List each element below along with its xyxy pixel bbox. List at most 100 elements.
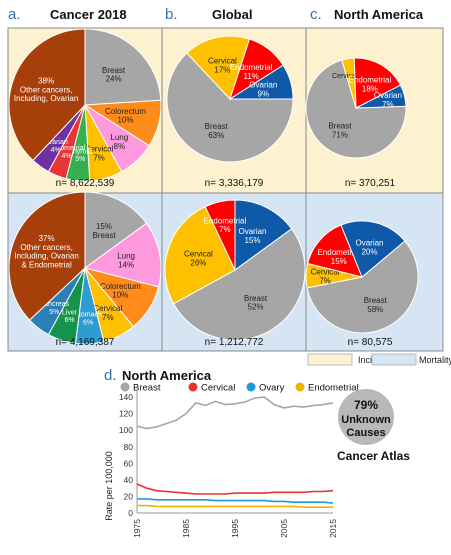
unknown-causes-pct: 79% <box>354 398 378 412</box>
y-tick-label: 100 <box>119 425 133 435</box>
slice-label-ovarian: Ovarian 9% <box>249 81 277 99</box>
y-tick-label: 60 <box>124 458 134 468</box>
slice-label-colorectum: Colorectum 10% <box>105 107 146 125</box>
x-tick-label: 2015 <box>328 519 338 538</box>
x-tick-label: 2005 <box>279 519 289 538</box>
slice-label-endometrial: Endometrial 11% <box>230 63 273 81</box>
slice-label-liver: Liver 6% <box>62 309 78 324</box>
slice-label-endometrial: Endometrial 7% <box>204 216 247 234</box>
slice-label-other: 38% Other cancers, Including, Ovarian <box>14 77 78 104</box>
series-line-endometrial <box>137 504 333 509</box>
panel-c-title: North America <box>334 7 424 22</box>
y-tick-label: 0 <box>128 508 133 518</box>
line-chart: 0 20 40 60 80 100 120 140 1975 1985 1995 2005 2015 <box>119 391 338 538</box>
n-label: n= 370,251 <box>345 178 396 189</box>
legend-mortality-swatch <box>371 353 417 366</box>
legend-marker-ovary <box>246 382 256 392</box>
grid-frame <box>7 27 444 352</box>
slice-label-cervical: Cervical 7% <box>85 145 114 163</box>
unknown-causes-line2: Causes <box>346 427 385 439</box>
legend-mortality-label: Mortality <box>419 355 451 365</box>
y-axis-label: Rate per 100,000 <box>104 451 114 521</box>
series-line-ovary <box>137 498 334 504</box>
unknown-causes-line1: Unknown <box>341 414 391 426</box>
slice-label-other: 37% Other cancers, Including, Ovarian & End… <box>14 234 78 269</box>
slice-label-breast: Breast 58% <box>364 296 388 314</box>
n-label: n= 80,575 <box>348 337 393 348</box>
slice-label-cervical: Cervical 7% <box>93 304 122 322</box>
slice-label-endometrial: Endometrial 18% <box>349 76 392 94</box>
series-line-cervical <box>136 483 334 495</box>
n-label: n= 4,169,387 <box>56 337 115 348</box>
slice-label-breast: Breast 63% <box>205 122 229 140</box>
legend-marker-endometrial <box>295 382 305 392</box>
panel-b-title: Global <box>212 7 252 22</box>
slice-other <box>8 191 86 321</box>
unknown-causes-circle <box>338 389 394 445</box>
slice-other <box>8 28 86 162</box>
slice-breast <box>166 52 294 163</box>
slice-label-cervical: Cervical 17% <box>208 57 237 75</box>
line-legend: Breast Cervical Ovary Endometrial <box>120 382 359 394</box>
slice-label-pancreas: Pancreas 5% <box>40 301 70 316</box>
pie-c-incidence: Breast 71% Cervical 4%Endometrial 18%Ovaria… <box>305 57 407 189</box>
slice-label-breast: Breast 24% <box>102 66 126 84</box>
slice-label-cervical: Cervical 7% <box>311 268 340 286</box>
slice-breast <box>305 59 407 159</box>
panel-b-letter: b. <box>165 6 178 23</box>
slice-ovarian <box>340 220 406 278</box>
n-label: n= 1,212,772 <box>205 337 264 348</box>
series-line-breast <box>136 396 334 430</box>
slice-label-ovarian: Ovarian 15% <box>238 227 266 245</box>
slice-endometrial <box>353 57 402 109</box>
slice-label-ovarian: Ovarian 20% <box>355 239 383 257</box>
y-tick-label: 120 <box>119 409 133 419</box>
n-label: n= 3,336,179 <box>205 178 264 189</box>
panel-d-title: North America <box>122 368 212 383</box>
panel-c-letter: c. <box>310 6 322 23</box>
pie-c-mortality: Breast 58% Cervical 7% Endometrial 15%Ovarian… <box>305 220 419 348</box>
slice-label-lung: Lung 8% <box>110 133 128 151</box>
slice-breast <box>84 191 148 269</box>
panel-a-title: Cancer 2018 <box>50 7 127 22</box>
y-tick-label: 20 <box>124 491 134 501</box>
slice-label-endometrial: Endometrial 4% <box>48 145 86 160</box>
source-label: Cancer Atlas <box>337 449 410 463</box>
pie-a-incidence: Breast 24% Colorectum 10% Lung 8%Cervical 7%Th… <box>8 28 162 189</box>
x-tick-label: 1985 <box>181 519 191 538</box>
legend-label-endometrial: Endometrial <box>308 383 359 394</box>
slice-label-cervical: Cervical 26% <box>184 250 213 268</box>
slice-label-ovarian: Ovarian 7% <box>374 91 402 109</box>
legend-marker-breast <box>120 382 130 392</box>
slice-breast <box>306 240 419 334</box>
slice-breast <box>84 28 162 106</box>
pie-b-mortality: Ovarian 15% Breast 52% Cervical 26% Endometria… <box>164 199 306 348</box>
slice-label-breast: 15% Breast <box>92 222 116 240</box>
x-tick-label: 1975 <box>132 519 142 538</box>
y-tick-label: 40 <box>124 475 134 485</box>
slice-endometrial <box>307 224 363 278</box>
slice-ovarian <box>355 84 407 109</box>
slice-label-stomach: Stomach 6% <box>74 312 102 327</box>
slice-ovarian <box>228 64 294 100</box>
slice-label-lung: Lung 14% <box>117 252 135 270</box>
slice-endometrial <box>204 199 236 271</box>
legend-label-ovary: Ovary <box>259 383 285 394</box>
legend-label-cervical: Cervical <box>201 383 235 394</box>
n-label: n= 8,622,539 <box>56 178 115 189</box>
legend-label-breast: Breast <box>133 383 161 394</box>
panel-a-letter: a. <box>8 6 21 23</box>
slice-label-cervical: Cervical 4% <box>332 73 369 80</box>
slice-lung <box>83 222 162 288</box>
x-tick-label: 1995 <box>230 519 240 538</box>
legend-marker-cervical <box>188 382 198 392</box>
slice-label-breast: Breast 52% <box>244 294 268 312</box>
slice-label-thyroid: Thyroid 5% <box>69 149 92 164</box>
legend-incidence-swatch <box>307 353 353 366</box>
y-tick-label: 80 <box>124 442 134 452</box>
slice-label-breast: Breast 71% <box>328 122 352 140</box>
slice-label-endometrial: Endometrial 15% <box>317 248 360 266</box>
